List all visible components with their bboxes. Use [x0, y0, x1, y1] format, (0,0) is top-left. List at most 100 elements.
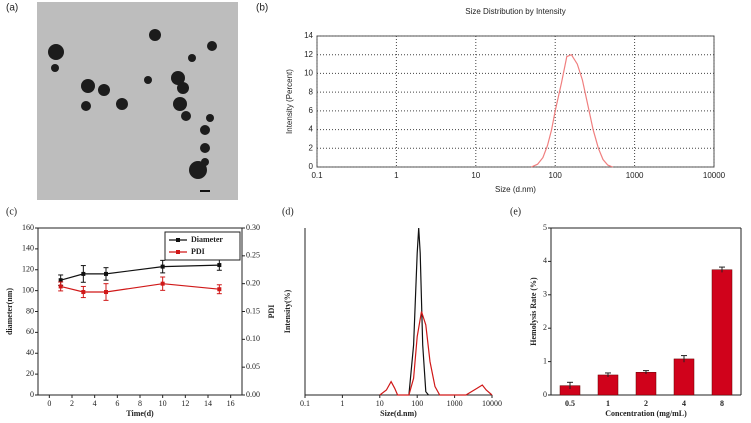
y-tick-label: 5 [543, 223, 547, 232]
legend-box [164, 231, 241, 261]
panel-label: (e) [510, 206, 521, 217]
x-tick-label: 1 [340, 399, 344, 408]
particle [149, 29, 161, 41]
legend-label: PDI [191, 247, 205, 256]
y-axis-label: Hemolysis Rate (%) [529, 277, 538, 346]
x-tick-label: 2 [644, 399, 648, 408]
bar [673, 358, 695, 396]
marker [81, 271, 86, 276]
x-tick-label: 1 [394, 171, 399, 180]
x-tick-label: 2 [70, 399, 74, 408]
y-axis-label: Intensity(%) [283, 289, 292, 333]
x-tick-label: 10000 [703, 171, 726, 180]
y2-tick-label: 0.25 [246, 251, 260, 260]
particle [144, 76, 152, 84]
x-tick-label: 8 [720, 399, 724, 408]
y-axis-label: diameter(nm) [5, 288, 14, 335]
particle [171, 71, 185, 85]
y2-tick-label: 0.05 [246, 362, 260, 371]
marker [217, 287, 222, 292]
x-tick-label: 14 [204, 399, 212, 408]
particle [189, 161, 207, 179]
marker [81, 290, 86, 295]
y-tick-label: 12 [304, 50, 313, 59]
y-tick-label: 0 [543, 390, 547, 399]
y-tick-label: 3 [543, 290, 547, 299]
particle [81, 79, 95, 93]
particle [200, 125, 210, 135]
marker [104, 290, 108, 295]
marker [58, 284, 63, 289]
x-axis-label: Size (d.nm) [495, 185, 536, 194]
particle [177, 82, 189, 94]
x-axis-label: Time(d) [126, 409, 154, 418]
panel-label: (d) [282, 206, 294, 217]
panel-label: (c) [6, 206, 17, 217]
x-tick-label: 10000 [482, 399, 502, 408]
y-tick-label: 2 [543, 323, 547, 332]
y-axis-label: Intensity (Percent) [285, 69, 294, 134]
panel-label: (b) [256, 3, 268, 14]
marker [217, 263, 222, 268]
x-tick-label: 16 [227, 399, 235, 408]
y2-tick-label: 0.20 [246, 278, 260, 287]
y-tick-label: 40 [26, 348, 34, 357]
scale-bar [200, 190, 210, 192]
x-tick-label: 0.1 [311, 171, 323, 180]
bar [635, 372, 657, 396]
panel: (e) Concentration (mg/mL) Hemolysis Rate (… [510, 206, 742, 418]
y-tick-label: 100 [22, 285, 34, 294]
marker [104, 271, 108, 276]
x-tick-label: 10 [159, 399, 167, 408]
legend-marker [176, 238, 180, 242]
bar [597, 374, 619, 396]
y2-axis-label: PDI [267, 305, 276, 319]
y-tick-label: 160 [22, 223, 34, 232]
plot-frame [316, 35, 715, 168]
y-tick-label: 0 [309, 162, 314, 171]
panel: (b) Size Distribution by Intensity Size (d… [256, 3, 726, 194]
y2-tick-label: 0.10 [246, 334, 260, 343]
marker [160, 264, 165, 269]
y-tick-label: 140 [22, 244, 34, 253]
legend-label: Diameter [191, 235, 223, 244]
series-line [531, 53, 613, 168]
particle [173, 97, 187, 111]
y-tick-label: 120 [22, 265, 34, 274]
series-line [379, 311, 493, 396]
particle [188, 54, 196, 62]
marker [58, 278, 63, 283]
particle [51, 64, 59, 72]
legend-marker [176, 250, 180, 254]
x-tick-label: 12 [181, 399, 189, 408]
particle [48, 44, 64, 60]
x-tick-label: 1000 [626, 171, 644, 180]
x-tick-label: 1000 [447, 399, 463, 408]
marker [160, 281, 165, 286]
y-tick-label: 4 [309, 125, 314, 134]
y-tick-label: 8 [309, 87, 314, 96]
y-tick-label: 14 [304, 31, 313, 40]
series-line [408, 227, 429, 396]
particle [200, 143, 210, 153]
y-tick-label: 20 [26, 369, 34, 378]
x-tick-label: 100 [411, 399, 423, 408]
y2-tick-label: 0.15 [246, 306, 260, 315]
x-tick-label: 1 [606, 399, 610, 408]
particle [206, 114, 214, 122]
y-tick-label: 60 [26, 327, 34, 336]
x-tick-label: 10 [471, 171, 480, 180]
bar [711, 269, 733, 396]
particle [98, 84, 110, 96]
x-tick-label: 6 [115, 399, 119, 408]
particle [116, 98, 128, 110]
y2-tick-label: 0.00 [246, 390, 260, 399]
y-tick-label: 6 [309, 106, 314, 115]
y-tick-label: 1 [543, 356, 547, 365]
x-tick-label: 10 [376, 399, 384, 408]
x-tick-label: 8 [138, 399, 142, 408]
x-axis-label: Concentration (mg/mL) [605, 409, 687, 418]
x-tick-label: 100 [549, 171, 563, 180]
